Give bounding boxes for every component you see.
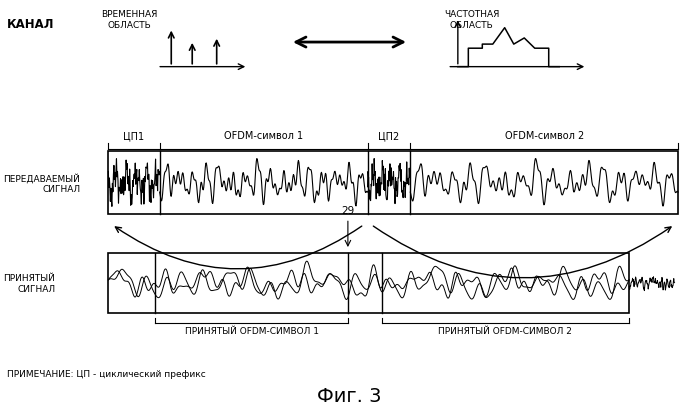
Text: ЦП1: ЦП1 [124, 131, 145, 141]
Text: ЧАСТОТНАЯ
ОБЛАСТЬ: ЧАСТОТНАЯ ОБЛАСТЬ [444, 10, 499, 29]
Text: ПРИНЯТЫЙ
СИГНАЛ: ПРИНЯТЫЙ СИГНАЛ [3, 274, 55, 293]
Text: ПРИНЯТЫЙ OFDM-СИМВОЛ 1: ПРИНЯТЫЙ OFDM-СИМВОЛ 1 [185, 326, 319, 335]
Text: Фиг. 3: Фиг. 3 [317, 386, 382, 405]
Text: КАНАЛ: КАНАЛ [7, 18, 55, 31]
Text: ПРИМЕЧАНИЕ: ЦП - циклический префикс: ПРИМЕЧАНИЕ: ЦП - циклический префикс [7, 369, 206, 378]
Text: 29: 29 [341, 206, 354, 216]
Text: ЦП2: ЦП2 [378, 131, 400, 141]
Text: ПРИНЯТЫЙ OFDM-СИМВОЛ 2: ПРИНЯТЫЙ OFDM-СИМВОЛ 2 [438, 326, 572, 335]
Bar [108, 254, 629, 313]
Bar [108, 151, 678, 215]
Text: OFDM-символ 2: OFDM-символ 2 [505, 131, 584, 141]
Text: ВРЕМЕННАЯ
ОБЛАСТЬ: ВРЕМЕННАЯ ОБЛАСТЬ [101, 10, 158, 29]
Text: OFDM-символ 1: OFDM-символ 1 [224, 131, 303, 141]
Text: ПЕРЕДАВАЕМЫЙ
СИГНАЛ: ПЕРЕДАВАЕМЫЙ СИГНАЛ [3, 173, 80, 193]
